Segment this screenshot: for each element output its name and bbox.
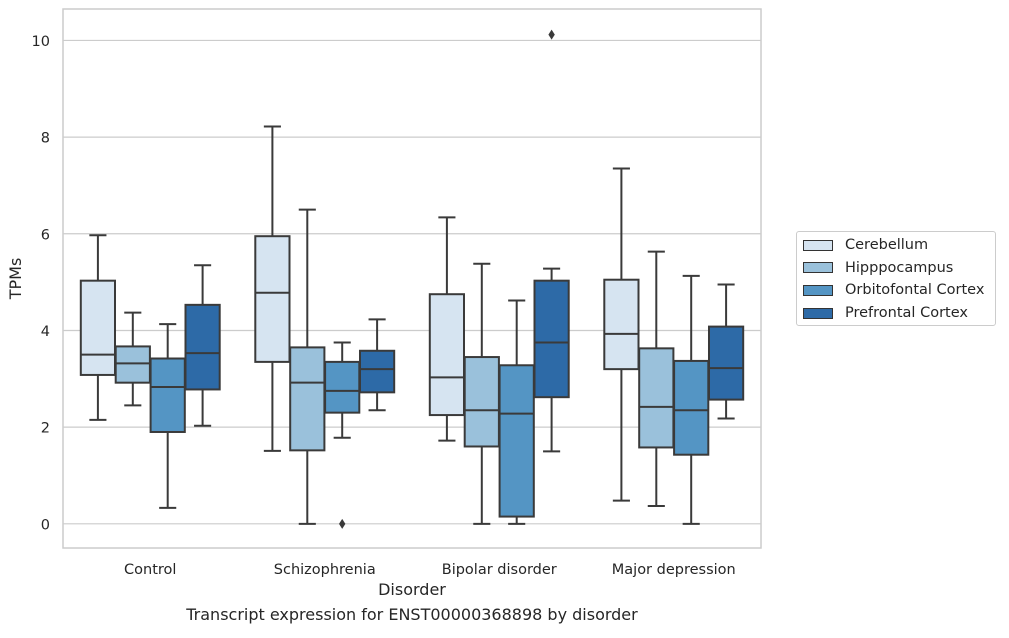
- box-iqr: [638, 347, 675, 449]
- box-hipppocampus: [638, 250, 675, 507]
- box-iqr: [603, 278, 640, 371]
- box-hipppocampus: [289, 208, 326, 525]
- legend-item: Cerebellum: [803, 235, 928, 255]
- box-iqr: [463, 356, 500, 448]
- legend-label: Cerebellum: [845, 237, 929, 253]
- box-iqr: [184, 303, 221, 391]
- box-iqr: [673, 359, 710, 456]
- box-iqr: [358, 349, 396, 394]
- box-cerebellum: [79, 234, 117, 421]
- box-hipppocampus: [114, 311, 151, 407]
- tick-labels: 0 2 4 6 8 10 Control Schizophrenia Bipolar disor…: [32, 34, 736, 578]
- y-tick-label: 2: [41, 421, 50, 437]
- box-iqr: [498, 364, 535, 518]
- outlier-point: [548, 29, 555, 40]
- legend-swatch: [803, 284, 833, 296]
- legend-swatch: [803, 239, 833, 251]
- boxes: [79, 29, 745, 529]
- outlier-point: [339, 518, 346, 529]
- x-tick-label: Schizophrenia: [274, 562, 376, 578]
- box-cerebellum: [428, 216, 466, 442]
- box-iqr: [533, 279, 570, 399]
- box-prefrontal-cortex: [184, 264, 221, 427]
- box-iqr: [149, 357, 186, 433]
- box-cerebellum: [603, 167, 640, 502]
- y-tick-label: 8: [41, 131, 50, 147]
- y-axis-label: TPMs: [6, 258, 25, 301]
- box-iqr: [428, 293, 466, 417]
- box-iqr: [707, 325, 745, 401]
- box-prefrontal-cortex: [358, 318, 396, 412]
- box-cerebellum: [254, 125, 291, 452]
- box-iqr: [324, 360, 361, 414]
- legend-label: Orbitofontal Cortex: [845, 282, 985, 299]
- legend-label: Prefrontal Cortex: [845, 305, 968, 322]
- box-prefrontal-cortex: [533, 29, 570, 453]
- box-orbitofontal-cortex: [498, 299, 535, 525]
- box-iqr: [114, 345, 151, 384]
- y-tick-label: 4: [41, 324, 50, 340]
- legend-item: Orbitofontal Cortex: [803, 280, 984, 300]
- box-hipppocampus: [463, 262, 500, 525]
- box-orbitofontal-cortex: [149, 323, 186, 509]
- legend-label: Hipppocampus: [845, 259, 954, 276]
- legend-swatch: [803, 307, 833, 319]
- plot-frame: [62, 8, 762, 549]
- y-tick-label: 0: [41, 517, 50, 533]
- box-orbitofontal-cortex: [673, 274, 710, 525]
- legend: Cerebellum Hipppocampus Orbitofontal Corte…: [796, 231, 996, 326]
- x-axis-label: Disorder: [378, 580, 446, 599]
- box-orbitofontal-cortex: [324, 341, 361, 529]
- x-tick-label: Bipolar disorder: [442, 562, 557, 578]
- y-tick-label: 10: [32, 34, 50, 50]
- y-tick-label: 6: [41, 227, 50, 243]
- legend-item: Prefrontal Cortex: [803, 303, 968, 323]
- box-iqr: [79, 279, 117, 376]
- box-iqr: [254, 235, 291, 363]
- legend-item: Hipppocampus: [803, 258, 953, 278]
- chart-caption: Transcript expression for ENST0000036889…: [186, 605, 638, 624]
- box-iqr: [289, 346, 326, 452]
- x-tick-label: Control: [124, 562, 176, 578]
- box-prefrontal-cortex: [707, 283, 745, 420]
- x-tick-label: Major depression: [612, 562, 736, 578]
- legend-swatch: [803, 262, 833, 274]
